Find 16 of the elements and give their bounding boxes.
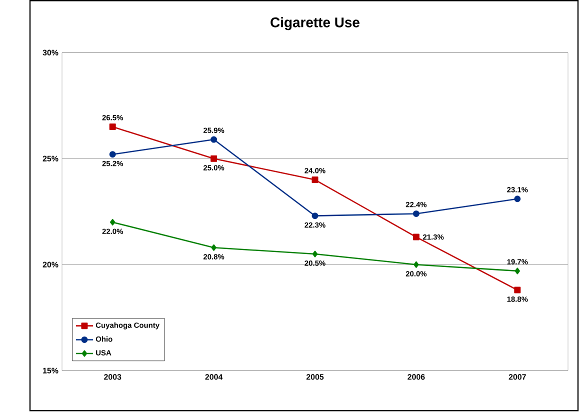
point [312, 176, 318, 184]
point [414, 262, 419, 268]
chart-title: Cigarette Use [270, 17, 360, 30]
point [514, 268, 520, 274]
point [210, 156, 218, 162]
point [312, 212, 318, 220]
point [312, 250, 318, 258]
point [514, 196, 521, 202]
point [109, 124, 116, 130]
point [109, 151, 116, 158]
point [412, 234, 420, 240]
point [412, 210, 420, 218]
point [211, 244, 216, 252]
point [110, 219, 116, 226]
point [210, 136, 218, 143]
point [514, 286, 521, 294]
